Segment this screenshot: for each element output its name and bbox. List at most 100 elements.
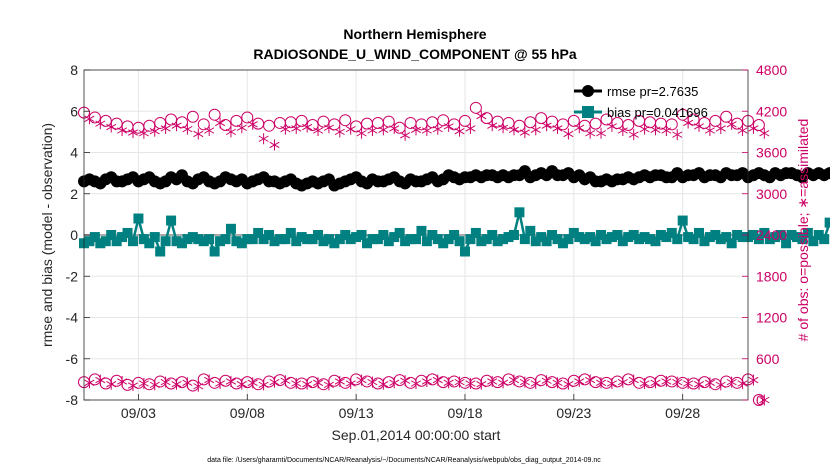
obs-assimilated-point [596, 377, 607, 389]
bias-point [498, 234, 509, 245]
bias-point [247, 234, 258, 245]
obs-assimilated-point [204, 125, 215, 136]
obs-assimilated-point [737, 125, 748, 136]
bias-point [623, 232, 634, 243]
bias-point [242, 234, 253, 245]
asterisk-stroke [628, 376, 639, 384]
bias-point [797, 234, 808, 245]
asterisk-stroke [552, 125, 563, 132]
asterisk-stroke [454, 128, 465, 135]
obs-assimilated-point [400, 375, 411, 387]
asterisk-stroke [312, 127, 324, 134]
asterisk-stroke [171, 381, 182, 388]
asterisk-stroke [106, 381, 117, 388]
bias-point [253, 227, 264, 238]
bias-point [525, 225, 536, 236]
y-right-tick-label: 2400 [756, 227, 787, 243]
asterisk-stroke [476, 112, 487, 120]
asterisk-stroke [650, 379, 661, 386]
asterisk-stroke [465, 380, 476, 387]
y-right-tick-label: 1800 [756, 268, 787, 284]
obs-assimilated-point [182, 123, 193, 135]
y-right-tick-label: 0 [756, 392, 764, 408]
obs-possible-point [165, 113, 178, 126]
obs-assimilated-point [726, 376, 737, 388]
y-right-tick-label: 3600 [756, 145, 787, 161]
asterisk-stroke [672, 378, 683, 386]
asterisk-stroke [280, 125, 291, 133]
y-right-tick-label: 600 [756, 351, 780, 367]
asterisk-stroke [302, 381, 313, 388]
obs-assimilated-point [95, 118, 106, 130]
asterisk-stroke [759, 130, 770, 137]
bias-point [443, 234, 454, 245]
obs-assimilated-point [726, 118, 737, 130]
bias-point [274, 234, 285, 245]
obs-assimilated-point [291, 122, 302, 134]
obs-assimilated-point [574, 122, 585, 134]
asterisk-stroke [410, 126, 422, 133]
obs-assimilated-point [704, 377, 715, 389]
obs-assimilated-point [367, 125, 378, 136]
obs-assimilated-point [541, 375, 552, 387]
asterisk-stroke [726, 121, 737, 128]
bias-point [481, 234, 492, 245]
chart-subtitle: RADIOSONDE_U_WIND_COMPONENT @ 55 hPa [253, 46, 576, 62]
asterisk-stroke [693, 381, 705, 388]
bias-point [650, 236, 661, 247]
obs-assimilated-point [617, 125, 628, 136]
asterisk-stroke [182, 125, 193, 133]
bias-point [264, 230, 275, 240]
obs-assimilated-point [715, 379, 726, 391]
asterisk-stroke [498, 124, 509, 131]
asterisk-stroke [127, 382, 139, 389]
x-tick-label: 09/13 [339, 405, 374, 421]
obs-possible-point [263, 119, 276, 132]
bias-point [421, 236, 432, 247]
obs-assimilated-point [737, 378, 748, 389]
asterisk-stroke [345, 380, 356, 387]
asterisk-stroke [465, 125, 476, 132]
y-right-tick-label: 3000 [756, 186, 787, 202]
obs-possible-point [197, 118, 210, 131]
obs-assimilated-point [302, 121, 313, 133]
bias-point [639, 232, 650, 243]
asterisk-stroke [574, 124, 585, 131]
obs-assimilated-point [400, 129, 411, 141]
obs-assimilated-point [312, 125, 324, 136]
obs-assimilated-point [672, 129, 683, 141]
obs-assimilated-point [476, 110, 487, 122]
obs-assimilated-point [215, 117, 226, 129]
bias-point [280, 234, 291, 245]
bias-point [617, 236, 628, 247]
bias-point [89, 232, 100, 243]
obs-assimilated-point [127, 380, 139, 392]
bias-point [748, 230, 759, 240]
asterisk-stroke [443, 123, 454, 130]
asterisk-stroke [487, 122, 498, 129]
obs-assimilated-point [323, 379, 334, 391]
asterisk-stroke [443, 379, 454, 386]
obs-assimilated-point [182, 377, 193, 389]
bias-point [487, 230, 498, 240]
asterisk-stroke [215, 380, 226, 387]
asterisk-stroke [596, 130, 607, 137]
bias-point [416, 225, 427, 236]
obs-assimilated-point [715, 122, 726, 134]
bias-point [813, 230, 824, 240]
bias-point [547, 230, 558, 240]
asterisk-stroke [149, 128, 160, 135]
bias-point [492, 236, 503, 247]
asterisk-stroke [149, 381, 160, 389]
asterisk-stroke [204, 376, 215, 384]
asterisk-stroke [291, 380, 302, 387]
asterisk-stroke [563, 130, 574, 138]
asterisk-stroke [106, 123, 117, 131]
obs-assimilated-point [683, 117, 694, 129]
bias-point [519, 234, 530, 245]
bias-point [432, 234, 443, 245]
asterisk-stroke [737, 127, 748, 134]
data-file-footnote: data file: /Users/gharamti/Documents/NCA… [207, 457, 601, 464]
bias-point [225, 223, 236, 234]
obs-assimilated-point [171, 120, 182, 132]
